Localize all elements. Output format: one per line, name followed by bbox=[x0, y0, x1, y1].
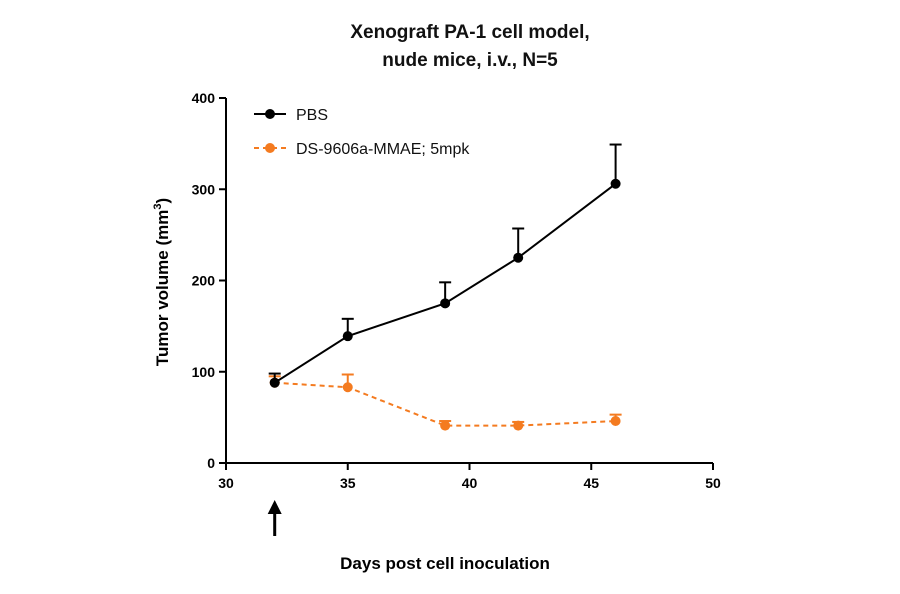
y-axis-title-superscript: 3 bbox=[152, 204, 164, 210]
y-tick-label: 0 bbox=[207, 455, 215, 471]
series-0 bbox=[268, 143, 622, 388]
chart-title-line-2: nude mice, i.v., N=5 bbox=[382, 50, 558, 71]
dosing-arrow-icon bbox=[267, 500, 282, 536]
x-tick-label: 50 bbox=[705, 475, 721, 491]
x-tick-label: 30 bbox=[218, 475, 234, 491]
x-tick-label: 45 bbox=[583, 475, 599, 491]
plot-series bbox=[268, 143, 622, 431]
data-point bbox=[269, 377, 280, 388]
data-point bbox=[440, 298, 451, 309]
axes: 0 100 200 300 400 30 35 40 45 50 bbox=[192, 90, 721, 491]
legend-label: DS-9606a-MMAE; 5mpk bbox=[296, 141, 470, 158]
data-point bbox=[342, 331, 353, 342]
data-point bbox=[610, 416, 621, 427]
legend-label: PBS bbox=[296, 107, 328, 124]
x-tick-label: 35 bbox=[340, 475, 356, 491]
y-tick-label: 300 bbox=[192, 181, 216, 197]
legend-swatch-marker bbox=[265, 143, 275, 153]
data-point bbox=[342, 382, 353, 393]
x-tick-label: 40 bbox=[462, 475, 478, 491]
y-axis-title-close: ) bbox=[153, 198, 172, 204]
y-axis-title: Tumor volume (mm3) bbox=[152, 198, 172, 366]
series-1 bbox=[268, 373, 622, 431]
legend-swatch-marker bbox=[265, 109, 275, 119]
y-tick-label: 100 bbox=[192, 364, 216, 380]
series-line bbox=[274, 381, 616, 427]
svg-text:Tumor volume (mm3): Tumor volume (mm3) bbox=[152, 198, 172, 366]
data-point bbox=[513, 252, 524, 263]
x-axis-title: Days post cell inoculation bbox=[340, 554, 550, 573]
y-tick-label: 200 bbox=[192, 273, 216, 289]
chart-title-line-1: Xenograft PA-1 cell model, bbox=[350, 22, 589, 43]
y-tick-label: 400 bbox=[192, 90, 216, 106]
data-point bbox=[610, 178, 621, 189]
y-axis-title-main: Tumor volume (mm bbox=[153, 210, 172, 366]
legend: PBS DS-9606a-MMAE; 5mpk bbox=[254, 107, 470, 158]
data-point bbox=[513, 420, 524, 431]
data-point bbox=[440, 420, 451, 431]
